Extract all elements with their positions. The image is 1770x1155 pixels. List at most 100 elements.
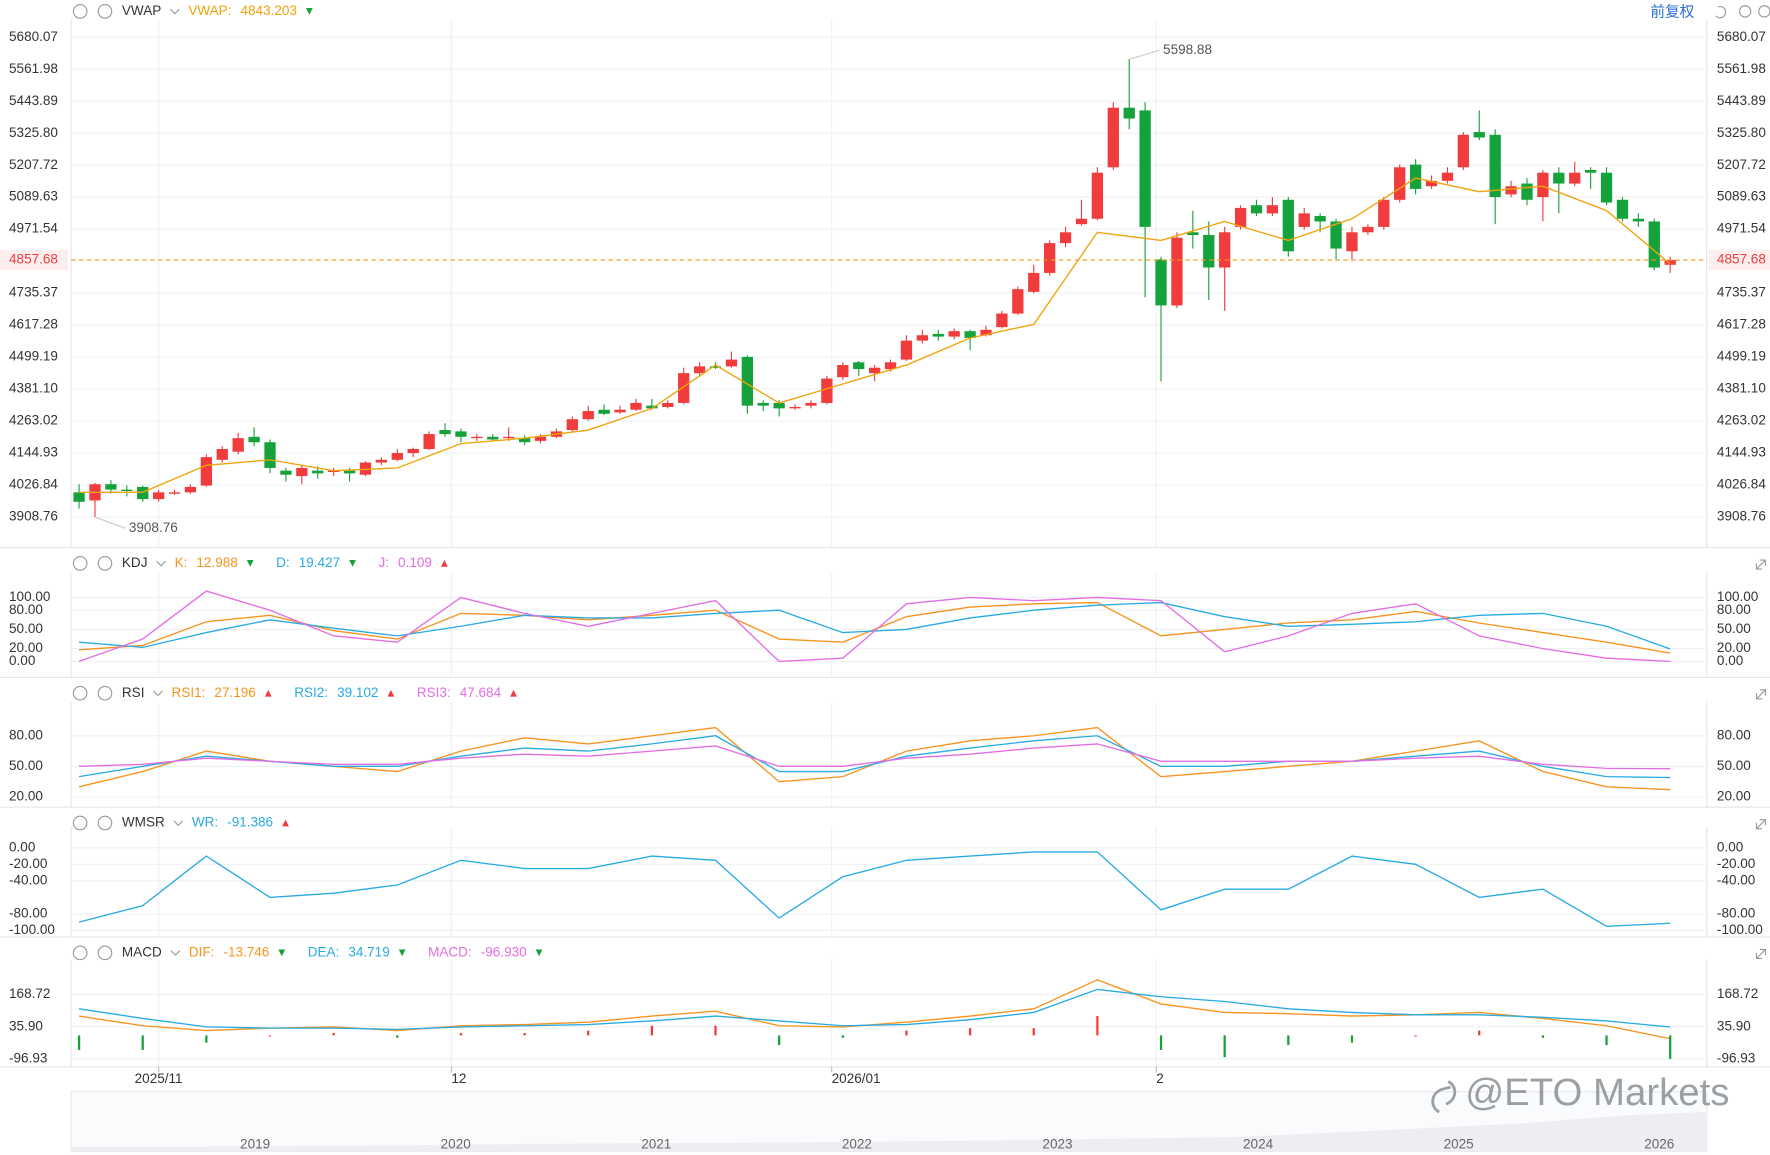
candle-body xyxy=(503,436,515,439)
candle-body xyxy=(1059,232,1072,244)
candle-body xyxy=(980,329,992,336)
trend-arrow xyxy=(282,819,289,827)
candle-body xyxy=(391,453,403,460)
indicator-line xyxy=(79,177,1671,493)
navigator-year: 2023 xyxy=(1042,1136,1072,1151)
y-tick-label-right: 4263.02 xyxy=(1717,413,1766,428)
dropdown-chevron xyxy=(153,690,163,697)
trend-arrow xyxy=(387,689,395,697)
readout-label: WR: xyxy=(192,815,218,830)
pane-header: KDJ K: 12.988 D: 19.427 J: 0.109 xyxy=(72,555,448,571)
trend-arrow xyxy=(278,949,286,957)
y-tick-label: 5561.98 xyxy=(9,61,58,76)
candle-body xyxy=(1521,183,1533,200)
watermark: @ETO Markets xyxy=(1465,1071,1729,1114)
y-tick-label: 4617.28 xyxy=(9,317,58,332)
readout-value: 12.988 xyxy=(196,555,237,570)
trend-arrow xyxy=(510,689,517,697)
histogram-bar xyxy=(1605,1035,1608,1046)
y-tick-label: 3908.76 xyxy=(9,509,58,524)
zoom-out-icon[interactable] xyxy=(1738,5,1752,18)
adjust-label[interactable]: 前复权 xyxy=(1650,2,1694,20)
candle-body xyxy=(1648,221,1660,268)
candle-body xyxy=(821,378,833,403)
last-price-badge xyxy=(0,249,68,271)
settings-icon[interactable] xyxy=(72,685,88,701)
y-tick-label-right: 20.00 xyxy=(1717,789,1751,804)
trend-arrow xyxy=(535,949,543,957)
indicator-name: WMSR xyxy=(122,815,165,830)
y-tick-label: 0.00 xyxy=(9,839,35,854)
y-tick-label-right: 5561.98 xyxy=(1717,61,1766,76)
candle-body xyxy=(137,486,149,500)
candle-body xyxy=(1537,172,1549,198)
close-icon[interactable] xyxy=(97,945,113,961)
candle-body xyxy=(1330,221,1342,249)
candle-body xyxy=(296,467,308,477)
readout-value: -96.930 xyxy=(481,944,527,959)
candle-body xyxy=(1234,207,1247,227)
candle-body xyxy=(280,470,292,475)
extreme-label: 3908.76 xyxy=(129,520,178,535)
candle-body xyxy=(1489,134,1501,198)
candle-body xyxy=(1155,259,1167,306)
candle-body xyxy=(168,492,181,494)
candle-body xyxy=(1362,226,1374,233)
candle-body xyxy=(916,335,929,341)
candle-body xyxy=(964,331,976,338)
readout-value: -13.746 xyxy=(223,944,269,959)
indicator-name: VWAP xyxy=(122,3,161,18)
candle-body xyxy=(693,366,706,374)
candle-body xyxy=(1600,172,1613,203)
x-tick-label: 12 xyxy=(451,1071,466,1086)
histogram-bar xyxy=(523,1032,526,1036)
settings-icon[interactable] xyxy=(72,945,88,961)
candle-body xyxy=(900,340,913,360)
settings-icon[interactable] xyxy=(72,815,88,831)
y-tick-label-right: 50.00 xyxy=(1717,621,1751,636)
readout-value: 27.196 xyxy=(214,685,255,700)
y-tick-label: 20.00 xyxy=(9,789,43,804)
candle-body xyxy=(359,462,372,475)
extreme-label: 5598.88 xyxy=(1163,42,1212,57)
settings-icon[interactable] xyxy=(72,556,88,571)
y-tick-label: 4735.37 xyxy=(9,285,58,300)
indicator-line xyxy=(78,601,1671,654)
readout-value: -91.386 xyxy=(227,815,273,830)
candle-body xyxy=(200,457,213,486)
close-icon[interactable] xyxy=(97,556,113,571)
last-price-label: 4857.68 xyxy=(9,252,58,267)
navigator-year: 2019 xyxy=(240,1136,270,1151)
candle-body xyxy=(725,359,738,367)
candle-body xyxy=(1346,232,1358,252)
close-icon[interactable] xyxy=(97,815,113,831)
indicator-name: RSI xyxy=(122,685,145,700)
undo-icon[interactable] xyxy=(1715,5,1727,19)
y-tick-label-right: 168.72 xyxy=(1717,986,1758,1001)
close-icon[interactable] xyxy=(97,685,113,701)
pane-header: RSI RSI1: 27.196 RSI2: 39.102 RSI3: 47.684 xyxy=(72,685,517,701)
candle-body xyxy=(518,438,531,443)
readout-value: 19.427 xyxy=(299,555,340,570)
candle-body xyxy=(1473,132,1485,138)
candle-body xyxy=(216,448,228,460)
y-tick-label: 5089.63 xyxy=(9,189,58,204)
navigator-area xyxy=(71,1111,1707,1152)
histogram-bar xyxy=(205,1035,208,1043)
y-tick-label-right: 5680.07 xyxy=(1717,29,1766,44)
indicator-line xyxy=(78,851,1671,927)
readout-label: MACD: xyxy=(428,944,472,959)
navigator-year: 2020 xyxy=(441,1136,471,1151)
candle-body xyxy=(757,402,769,406)
zoom-in-icon[interactable] xyxy=(1758,5,1770,18)
y-tick-label-right: 100.00 xyxy=(1717,589,1758,604)
close-icon[interactable] xyxy=(97,4,113,19)
candle-body xyxy=(1282,199,1294,252)
candle-body xyxy=(423,434,435,449)
candle-body xyxy=(1569,172,1581,184)
y-tick-label: 50.00 xyxy=(9,758,43,773)
settings-icon[interactable] xyxy=(72,4,88,19)
y-tick-label-right: 4499.19 xyxy=(1717,349,1766,364)
